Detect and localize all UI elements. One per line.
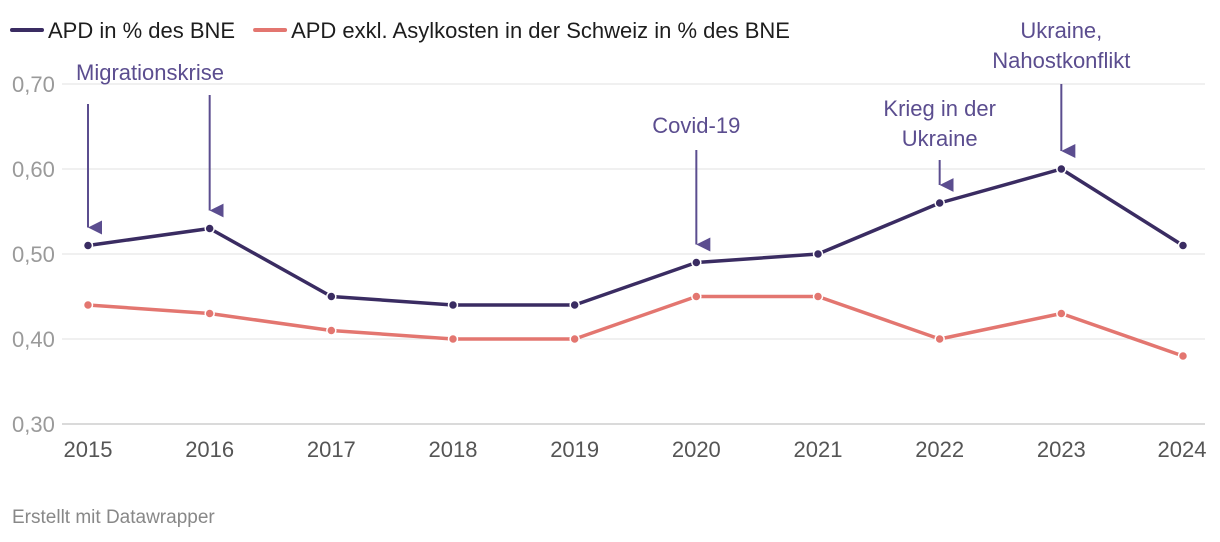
data-point — [934, 333, 945, 345]
data-point — [691, 291, 702, 302]
data-point — [934, 197, 945, 209]
y-axis: 0,70 0,60 0,50 0,40 0,30 — [12, 72, 55, 437]
y-tick-label: 0,60 — [12, 157, 55, 182]
data-point — [569, 333, 580, 345]
annotation-label: Ukraine — [902, 126, 978, 151]
data-point — [691, 257, 702, 268]
data-point — [447, 299, 459, 311]
x-tick-label: 2017 — [307, 437, 356, 462]
data-point — [1056, 308, 1067, 319]
data-point — [1177, 350, 1189, 362]
data-point — [812, 291, 824, 302]
y-tick-label: 0,30 — [12, 412, 55, 437]
legend-item: APD in % des BNE — [10, 18, 235, 43]
x-tick-label: 2023 — [1037, 437, 1086, 462]
data-point — [82, 299, 94, 311]
annotation-label: Krieg in der — [883, 96, 996, 121]
footer-credit: Erstellt mit Datawrapper — [12, 507, 215, 528]
annotation-label: Covid-19 — [652, 113, 740, 138]
y-tick-label: 0,70 — [12, 72, 55, 97]
x-tick-label: 2024 — [1158, 437, 1207, 462]
legend-item: APD exkl. Asylkosten in der Schweiz in %… — [253, 18, 790, 43]
data-point — [204, 223, 215, 234]
gridlines — [62, 83, 1205, 425]
annotation: Covid-19 — [652, 113, 740, 252]
y-tick-label: 0,40 — [12, 327, 55, 352]
x-tick-label: 2021 — [794, 437, 843, 462]
series-line — [86, 167, 1185, 307]
x-axis: 2015 2016 2017 2018 2019 2020 2021 2022 2023 2024 — [64, 437, 1207, 462]
x-tick-label: 2022 — [915, 437, 964, 462]
series-group — [82, 291, 1189, 362]
data-point — [326, 291, 337, 302]
series-group — [82, 163, 1189, 311]
legend: APD in % des BNE APD exkl. Asylkosten in … — [10, 18, 790, 43]
annotation-label: Nahostkonflikt — [992, 48, 1130, 73]
annotation-label: Migrationskrise — [76, 60, 224, 85]
annotation: Ukraine, Nahostkonflikt — [992, 18, 1130, 158]
x-tick-label: 2018 — [429, 437, 478, 462]
annotation-label: Ukraine, — [1020, 18, 1102, 43]
data-point — [1056, 163, 1067, 175]
x-tick-label: 2020 — [672, 437, 721, 462]
x-tick-label: 2019 — [550, 437, 599, 462]
data-point — [82, 240, 94, 251]
x-tick-label: 2016 — [185, 437, 234, 462]
data-point — [204, 308, 215, 319]
y-tick-label: 0,50 — [12, 242, 55, 267]
legend-label: APD exkl. Asylkosten in der Schweiz in %… — [291, 18, 790, 43]
data-point — [569, 299, 580, 311]
annotation: Migrationskrise — [76, 60, 224, 235]
series-layer — [82, 163, 1189, 362]
data-point — [812, 248, 824, 260]
series-line — [86, 294, 1185, 358]
data-point — [326, 325, 337, 336]
legend-label: APD in % des BNE — [48, 18, 235, 43]
x-tick-label: 2015 — [64, 437, 113, 462]
annotation: Krieg in der Ukraine — [883, 96, 996, 192]
data-point — [1177, 240, 1189, 251]
data-point — [447, 333, 459, 345]
